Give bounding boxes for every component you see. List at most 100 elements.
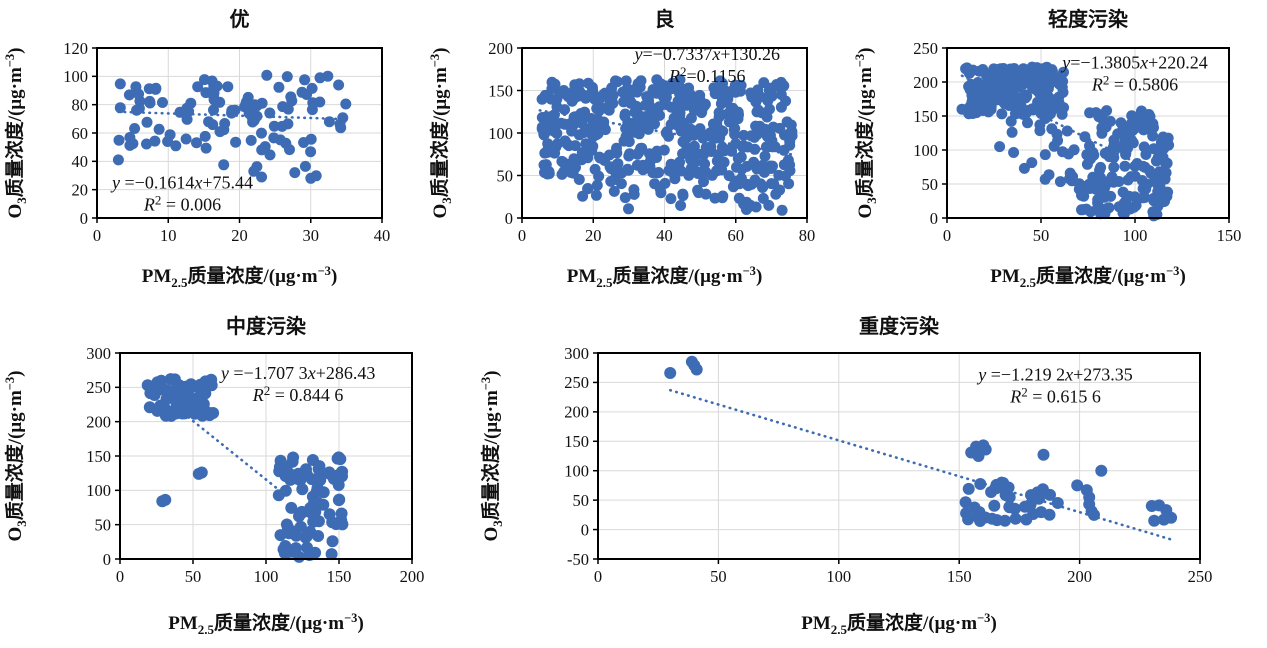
data-point	[995, 68, 1007, 80]
data-point	[674, 156, 686, 168]
data-point	[675, 165, 687, 177]
y-tick-label: 300	[564, 344, 589, 363]
data-point	[153, 123, 165, 135]
bottom-row: 中度污染 0 50 100 150 200 0 50 100 150 200 250 300 y =−1…	[0, 313, 1267, 646]
x-tick-labels: 0 10 20 30 40	[93, 226, 390, 245]
data-point	[1104, 115, 1116, 127]
data-point	[248, 165, 260, 177]
x-tick-label: 100	[1123, 226, 1148, 245]
data-point	[1018, 70, 1030, 82]
data-point	[979, 85, 991, 97]
data-point	[1005, 115, 1017, 127]
data-point	[663, 130, 674, 142]
data-point	[644, 160, 656, 172]
data-point	[268, 120, 280, 132]
data-point	[634, 81, 646, 93]
data-point	[738, 140, 750, 152]
data-point	[628, 184, 640, 196]
chart-canvas-heavy-pollution: 0 50 100 150 200 250 -50 0 50 100 150 200 250 300 y =−…	[476, 341, 1266, 646]
y-tick-label: 100	[913, 141, 938, 160]
data-point	[200, 87, 212, 99]
chart-excellent: 优 0 10 20 30 40 0 20 40 60 80 100 120 y =−0.1614x+75…	[0, 6, 420, 299]
scatter-canvas: 0 10 20 30 40 0 20 40 60 80 100 120 y =−0.1614x+75.4…	[3, 39, 390, 290]
data-point	[1057, 75, 1069, 87]
axis-label-symbol: O	[5, 527, 26, 542]
y-tick-label: 200	[86, 412, 111, 431]
data-point	[665, 119, 677, 130]
data-point	[767, 121, 779, 133]
data-point	[783, 178, 795, 190]
data-point	[551, 101, 563, 113]
data-point	[289, 167, 301, 179]
data-point	[273, 81, 285, 93]
y-tick-label: 250	[86, 378, 111, 397]
data-point	[751, 129, 763, 141]
axis-label-symbol: O	[481, 527, 502, 542]
data-point	[650, 147, 662, 159]
data-point	[1061, 125, 1073, 137]
data-point	[587, 84, 598, 95]
y-tick-label: 60	[72, 124, 89, 143]
data-point	[274, 134, 286, 146]
data-point	[1147, 118, 1159, 130]
y-tick-label: 0	[505, 209, 513, 228]
axis-label-subscript: 2.5	[596, 275, 613, 290]
data-point	[988, 499, 1001, 512]
x-axis-label: PM2.5质量浓度/(μg·m−3)	[168, 611, 364, 637]
data-point	[611, 76, 623, 88]
axis-label-close: )	[990, 613, 996, 634]
y-tick-label: 50	[497, 166, 514, 185]
scatter-points	[956, 61, 1175, 222]
equation-intercept: +273.35	[1073, 365, 1133, 385]
data-point	[1046, 64, 1058, 76]
data-point	[967, 108, 979, 119]
data-point	[114, 78, 126, 90]
axis-label-exponent: −3	[853, 54, 867, 67]
data-point	[161, 387, 174, 400]
data-point	[335, 122, 347, 134]
data-point	[536, 121, 548, 133]
data-point	[1036, 483, 1049, 496]
r-squared-exponent: 2	[680, 64, 687, 79]
x-tick-label: 100	[254, 567, 279, 586]
chart-canvas-excellent: 0 10 20 30 40 0 20 40 60 80 100 120 y =−0.1614x+75.4…	[0, 34, 420, 299]
axis-label-subscript: 3	[14, 197, 29, 204]
data-point	[1165, 511, 1178, 524]
data-point	[763, 199, 775, 211]
x-tick-label: 150	[1217, 226, 1242, 245]
equation-slope: =−1.219 2	[986, 365, 1065, 385]
data-point	[693, 187, 705, 199]
data-point	[1003, 96, 1015, 108]
r-squared-exponent: 2	[1103, 72, 1110, 87]
data-point	[764, 87, 776, 99]
x-tick-label: 50	[185, 567, 202, 586]
data-point	[129, 123, 141, 134]
y-axis-label: O3质量浓度/(μg·m−3)	[428, 47, 454, 218]
equation-slope: =−0.1614	[120, 172, 194, 192]
data-point	[617, 86, 629, 98]
r-squared-value: = 0.5806	[1109, 74, 1178, 94]
axis-label-subscript: 2.5	[198, 622, 215, 637]
data-point	[752, 84, 764, 96]
regression-trendline	[117, 110, 348, 121]
data-point	[559, 135, 571, 147]
equation-intercept: +130.26	[720, 44, 780, 64]
data-point	[214, 126, 226, 138]
data-point	[305, 473, 318, 486]
data-point	[149, 135, 161, 147]
data-point	[1044, 93, 1056, 105]
regression-annotation: y=−1.3805x+220.24 R2 = 0.5806	[1060, 52, 1207, 94]
data-point	[1037, 448, 1050, 461]
y-tick-label: 80	[72, 95, 89, 114]
data-point	[559, 88, 571, 100]
data-point	[325, 548, 338, 561]
equation-x: x	[193, 172, 202, 192]
x-tick-label: 250	[1188, 567, 1213, 586]
data-point	[593, 105, 605, 117]
data-point	[1071, 479, 1084, 492]
y-axis-label: O3质量浓度/(μg·m−3)	[3, 370, 29, 541]
axis-label-close: )	[756, 266, 762, 287]
plot-border	[597, 352, 1201, 560]
chart-title-heavy-pollution: 重度污染	[859, 316, 939, 338]
